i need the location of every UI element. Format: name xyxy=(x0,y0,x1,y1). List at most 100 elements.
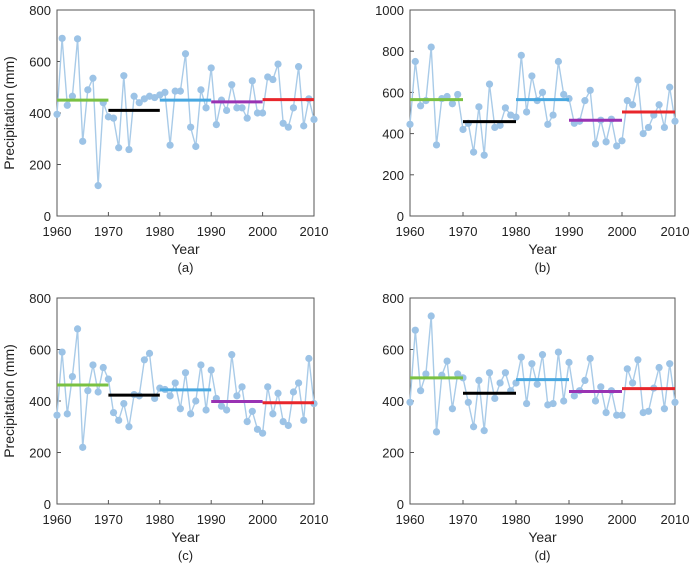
y-tick-label-d-200: 200 xyxy=(382,446,404,461)
precip-series-line-a xyxy=(56,38,315,186)
y-tick-label-a-200: 200 xyxy=(29,158,51,173)
x-tick-label-a-1960: 1960 xyxy=(43,224,72,239)
data-point-c-2008 xyxy=(300,416,308,424)
y-tick-label-b-400: 400 xyxy=(382,127,404,142)
data-point-a-1983 xyxy=(171,87,179,95)
x-tick-label-d-1970: 1970 xyxy=(449,512,478,527)
x-tick-label-d-1980: 1980 xyxy=(502,512,531,527)
data-point-a-1995 xyxy=(233,104,241,112)
data-point-b-1961 xyxy=(411,57,419,66)
panel-c: 1960 1970 1980 1990 2000 2010 0 200 400 600 800 Yea… xyxy=(1,291,328,563)
precip-series-line-b xyxy=(409,47,676,156)
panel-label-c: (c) xyxy=(178,548,193,563)
data-point-a-1996 xyxy=(238,104,246,112)
data-point-b-1987 xyxy=(549,111,557,119)
data-point-d-2002 xyxy=(629,379,637,387)
data-point-a-1986 xyxy=(187,123,195,131)
data-point-b-2010 xyxy=(671,117,679,125)
x-tick-label-d-2010: 2010 xyxy=(661,512,690,527)
data-point-a-1962 xyxy=(63,101,71,109)
data-point-a-1981 xyxy=(161,88,169,96)
data-point-d-1991 xyxy=(570,392,578,400)
data-point-a-2003 xyxy=(274,60,282,68)
data-point-b-1980 xyxy=(512,113,520,121)
data-point-a-1997 xyxy=(243,114,251,122)
data-point-d-1975 xyxy=(485,369,494,377)
data-point-b-2009 xyxy=(666,83,674,91)
data-point-c-1970 xyxy=(104,375,112,383)
y-tick-label-c-400: 400 xyxy=(29,394,51,409)
y-tick-label-b-1000: 1000 xyxy=(375,3,404,18)
data-point-c-1996 xyxy=(238,383,246,391)
data-point-b-1973 xyxy=(475,103,483,111)
data-point-d-1976 xyxy=(491,394,499,403)
data-point-b-1962 xyxy=(417,102,425,110)
data-point-a-2000 xyxy=(259,109,267,117)
data-point-b-1988 xyxy=(554,57,563,66)
data-point-a-1989 xyxy=(202,104,210,112)
data-point-b-1999 xyxy=(613,142,621,150)
y-tick-label-a-600: 600 xyxy=(29,55,51,70)
y-axis-title-c: Precipitation (mm) xyxy=(1,344,17,458)
data-point-c-1969 xyxy=(99,363,107,372)
data-point-d-2009 xyxy=(666,360,674,368)
x-axis-title-c: Year xyxy=(171,529,200,545)
data-point-d-2000 xyxy=(618,411,626,419)
x-axis-title-a: Year xyxy=(171,241,200,257)
data-point-a-1982 xyxy=(166,141,174,149)
data-point-d-1965 xyxy=(432,428,441,436)
data-point-d-1960 xyxy=(406,398,414,406)
data-point-c-2003 xyxy=(274,389,282,397)
y-tick-label-d-0: 0 xyxy=(397,497,404,512)
data-point-a-1971 xyxy=(109,114,118,122)
data-point-d-2005 xyxy=(644,407,653,415)
data-point-d-2008 xyxy=(660,405,669,413)
data-point-d-1971 xyxy=(464,398,472,406)
data-point-a-1994 xyxy=(228,81,236,89)
data-point-c-1966 xyxy=(84,387,92,395)
data-point-c-1992 xyxy=(217,402,226,410)
data-point-d-1988 xyxy=(554,348,563,356)
data-point-a-1998 xyxy=(248,77,256,85)
data-point-a-1999 xyxy=(253,109,262,117)
data-point-b-1982 xyxy=(523,108,531,116)
data-point-b-1989 xyxy=(560,90,568,99)
x-tick-label-b-1960: 1960 xyxy=(396,224,425,239)
x-tick-label-a-1990: 1990 xyxy=(197,224,226,239)
data-point-a-2006 xyxy=(289,104,298,112)
data-point-d-1997 xyxy=(602,408,610,417)
data-point-c-1998 xyxy=(248,407,256,415)
data-point-d-1964 xyxy=(427,312,435,320)
panel-a: 1960 1970 1980 1990 2000 2010 0 200 400 600 800 Yea… xyxy=(1,3,328,275)
data-point-a-1972 xyxy=(115,144,123,152)
y-tick-label-c-200: 200 xyxy=(29,446,51,461)
data-point-d-1972 xyxy=(470,423,478,431)
data-point-b-1974 xyxy=(480,151,488,159)
y-tick-label-c-0: 0 xyxy=(44,497,51,512)
data-point-d-1989 xyxy=(560,397,568,405)
x-tick-label-c-1960: 1960 xyxy=(43,512,72,527)
data-point-b-1964 xyxy=(427,43,435,51)
data-point-b-1977 xyxy=(496,121,504,129)
x-tick-label-a-2010: 2010 xyxy=(300,224,329,239)
data-point-a-1990 xyxy=(207,64,215,72)
data-point-c-1985 xyxy=(181,369,190,377)
y-tick-label-d-400: 400 xyxy=(382,394,404,409)
x-tick-label-b-1990: 1990 xyxy=(555,224,584,239)
data-point-c-1974 xyxy=(125,423,133,431)
data-point-d-1978 xyxy=(501,369,509,377)
data-point-d-1995 xyxy=(591,397,600,405)
data-point-d-1993 xyxy=(581,376,589,384)
data-point-a-1987 xyxy=(192,142,200,151)
data-point-b-1995 xyxy=(591,140,600,148)
data-point-b-2001 xyxy=(623,97,631,105)
data-point-b-2004 xyxy=(639,130,647,138)
data-point-c-2007 xyxy=(294,379,303,387)
data-point-d-1977 xyxy=(496,379,504,387)
data-point-c-1988 xyxy=(197,361,205,369)
data-point-d-1961 xyxy=(411,326,419,334)
data-point-d-1973 xyxy=(475,376,483,384)
data-point-d-1967 xyxy=(443,357,451,365)
data-point-b-2008 xyxy=(660,123,669,132)
data-point-d-1974 xyxy=(480,427,488,435)
